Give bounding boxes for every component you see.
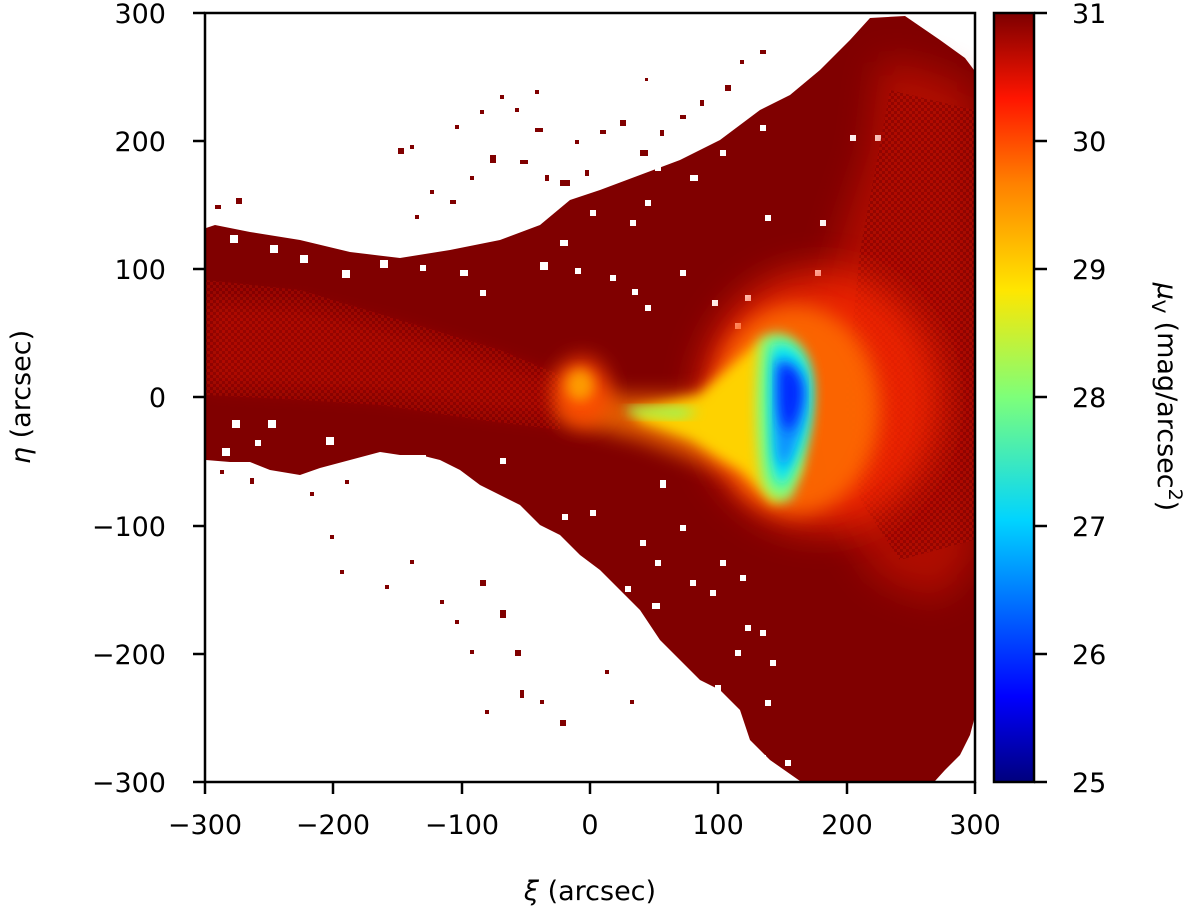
y-tick-label: −300 <box>92 768 166 799</box>
y-tick-label: 100 <box>114 255 166 286</box>
y-axis: 300 200 100 0 −100 −200 −300 <box>92 0 205 799</box>
x-axis: −300 −200 −100 0 100 200 300 <box>168 782 1001 841</box>
x-tick-label: −200 <box>296 810 370 841</box>
y-tick-label: −200 <box>92 640 166 671</box>
colorbar-tick-label: 25 <box>1072 768 1106 799</box>
y-tick-label: 200 <box>114 127 166 158</box>
x-tick-label: 200 <box>821 810 873 841</box>
heatmap-image <box>206 14 974 781</box>
x-tick-label: 300 <box>949 810 1001 841</box>
coverage-gaps <box>222 125 974 781</box>
x-tick-label: −100 <box>425 810 499 841</box>
colorbar-tick-label: 26 <box>1072 640 1106 671</box>
y-tick-label: 300 <box>114 0 166 30</box>
scattered-pixels <box>215 50 766 726</box>
x-tick-label: 0 <box>581 810 598 841</box>
x-tick-label: 100 <box>692 810 744 841</box>
galaxy-core <box>768 343 813 486</box>
colorbar-tick-label: 29 <box>1072 255 1106 286</box>
colorbar-label: μV (mag/arcsec2) <box>1147 282 1186 511</box>
colorbar-tick-label: 30 <box>1072 127 1106 158</box>
colorbar-tick-label: 28 <box>1072 383 1106 414</box>
y-axis-label: η (arcsec) <box>6 330 37 464</box>
colorbar-tick-label: 31 <box>1072 0 1106 30</box>
x-axis-label: ξ (arcsec) <box>523 876 656 907</box>
y-tick-label: −100 <box>92 512 166 543</box>
colorbar-tick-label: 27 <box>1072 512 1106 543</box>
y-tick-label: 0 <box>149 383 166 414</box>
x-tick-label: −300 <box>168 810 242 841</box>
colorbar: 31 30 29 28 27 26 25 μV (mag/arcsec2) <box>992 0 1186 799</box>
